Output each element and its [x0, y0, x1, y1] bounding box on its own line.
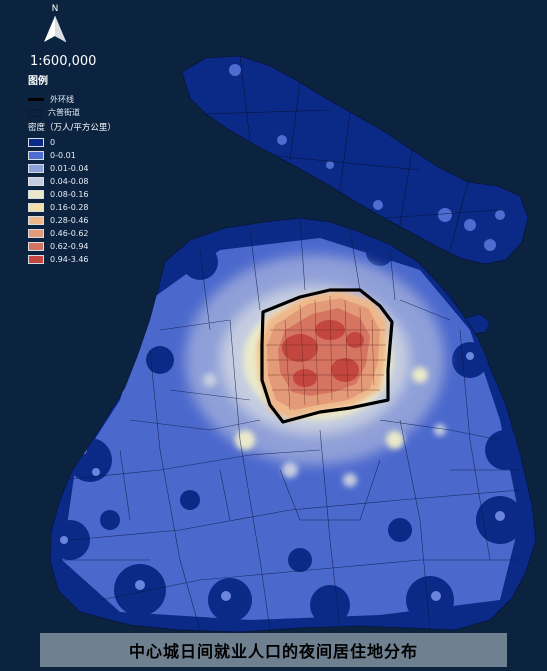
density-class-row: 0: [28, 136, 116, 149]
density-class-row: 0.01-0.04: [28, 162, 116, 175]
outer-ring-road: [260, 288, 394, 424]
north-arrow: N: [38, 4, 72, 48]
density-class-row: 0.28-0.46: [28, 214, 116, 227]
density-class-label: 0.08-0.16: [50, 190, 89, 199]
chongming-density-spots: [229, 64, 505, 251]
density-class-label: 0.01-0.04: [50, 164, 89, 173]
density-class-swatch: [28, 164, 44, 173]
density-class-label: 0.28-0.46: [50, 216, 89, 225]
density-class-label: 0.04-0.08: [50, 177, 89, 186]
density-class-label: 0.62-0.94: [50, 242, 89, 251]
density-class-swatch: [28, 151, 44, 160]
legend-subdistrict: 六普街道: [28, 106, 116, 119]
density-class-swatch: [28, 229, 44, 238]
density-class-label: 0.46-0.62: [50, 229, 89, 238]
density-class-label: 0: [50, 138, 56, 147]
density-class-swatch: [28, 242, 44, 251]
subdistrict-label: 六普街道: [48, 108, 80, 117]
chongming-subdistrict-lines: [205, 55, 501, 251]
density-class-list: 0 0-0.01 0.01-0.04 0.04-0.08 0.08-0.16 0.16-0…: [28, 136, 116, 266]
subdistrict-swatch: [28, 108, 42, 117]
legend-ring-road: 外环线: [28, 93, 116, 106]
density-class-row: 0-0.01: [28, 149, 116, 162]
north-label: N: [51, 4, 59, 14]
caption-bar: 中心城日间就业人口的夜间居住地分布: [40, 633, 507, 667]
density-class-swatch: [28, 255, 44, 264]
density-class-row: 0.08-0.16: [28, 188, 116, 201]
density-class-row: 0.94-3.46: [28, 253, 116, 266]
density-class-label: 0-0.01: [50, 151, 76, 160]
mainland-density-surface: [50, 219, 525, 631]
ring-road-label: 外环线: [50, 95, 74, 104]
density-class-swatch: [28, 203, 44, 212]
density-class-label: 0.94-3.46: [50, 255, 89, 264]
density-class-label: 0.16-0.28: [50, 203, 89, 212]
density-class-swatch: [28, 216, 44, 225]
density-class-row: 0.16-0.28: [28, 201, 116, 214]
map-legend: 图例 外环线 六普街道 密度（万人/平方公里） 0 0-0.01 0.01-0.04…: [28, 72, 116, 266]
density-class-row: 0.04-0.08: [28, 175, 116, 188]
density-class-swatch: [28, 138, 44, 147]
legend-title: 图例: [28, 76, 48, 87]
scale-label: 1:600,000: [30, 54, 97, 69]
density-legend-title: 密度（万人/平方公里）: [28, 123, 116, 133]
density-class-swatch: [28, 190, 44, 199]
density-class-swatch: [28, 177, 44, 186]
density-class-row: 0.62-0.94: [28, 240, 116, 253]
central-subdistrict-lines: [266, 295, 386, 411]
ring-road-swatch: [28, 98, 44, 101]
density-class-row: 0.46-0.62: [28, 227, 116, 240]
map-caption: 中心城日间就业人口的夜间居住地分布: [128, 642, 418, 661]
subdistrict-lines: [59, 219, 521, 631]
north-arrow-icon: [44, 15, 67, 43]
